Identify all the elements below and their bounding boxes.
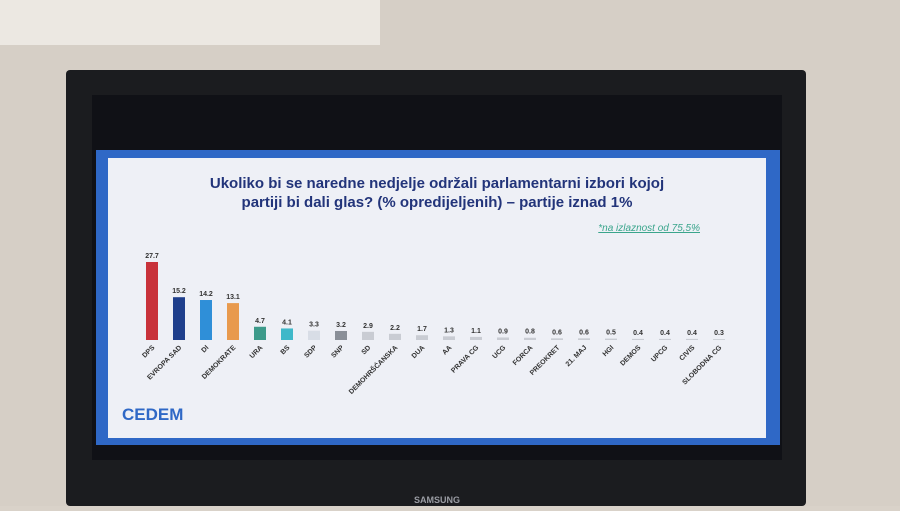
value-label: 0.6 (552, 329, 562, 336)
bar (605, 338, 617, 340)
ceiling-panel (0, 0, 380, 45)
value-label: 4.7 (255, 318, 265, 325)
tv-brand: SAMSUNG (414, 495, 460, 505)
bar (686, 338, 698, 340)
value-label: 4.1 (282, 319, 292, 326)
bar (389, 333, 401, 340)
value-label: 27.7 (145, 253, 159, 260)
value-label: 1.7 (417, 326, 427, 333)
value-label: 0.6 (579, 329, 589, 336)
bar (227, 303, 239, 340)
bar (713, 339, 725, 340)
note: *na izlaznost od 75,5% (598, 223, 700, 234)
value-label: 0.4 (660, 330, 670, 337)
bar (443, 336, 455, 340)
bar (281, 328, 293, 340)
value-label: 14.2 (199, 291, 213, 298)
value-label: 0.4 (687, 330, 697, 337)
bar (632, 338, 644, 340)
value-label: 2.9 (363, 323, 373, 330)
value-label: 1.3 (444, 327, 454, 334)
value-label: 15.2 (172, 288, 186, 295)
bar (146, 262, 158, 340)
bar (254, 326, 266, 340)
title: Ukoliko bi se naredne nedjelje održali p… (210, 175, 664, 192)
value-label: 0.9 (498, 328, 508, 335)
logo: CEDEM (122, 405, 183, 424)
slide (108, 158, 766, 438)
bar (335, 330, 347, 340)
bar (173, 297, 185, 340)
value-label: 3.2 (336, 322, 346, 329)
value-label: 0.3 (714, 330, 724, 337)
bar (470, 336, 482, 340)
title: partiji bi dali glas? (% opredijeljenih)… (242, 194, 633, 211)
value-label: 2.2 (390, 325, 400, 332)
bar (308, 330, 320, 340)
value-label: 3.3 (309, 322, 319, 329)
value-label: 13.1 (226, 294, 240, 301)
value-label: 0.4 (633, 330, 643, 337)
bar (200, 300, 212, 340)
bar (659, 338, 671, 340)
category-label: DI (201, 344, 211, 354)
value-label: 0.5 (606, 330, 616, 337)
value-label: 1.1 (471, 328, 481, 335)
bar (551, 338, 563, 340)
category-label: SD (361, 344, 373, 356)
bar (416, 335, 428, 340)
bar (362, 331, 374, 340)
bar (578, 338, 590, 340)
bar (497, 337, 509, 340)
value-label: 0.8 (525, 329, 535, 336)
bar (524, 337, 536, 340)
